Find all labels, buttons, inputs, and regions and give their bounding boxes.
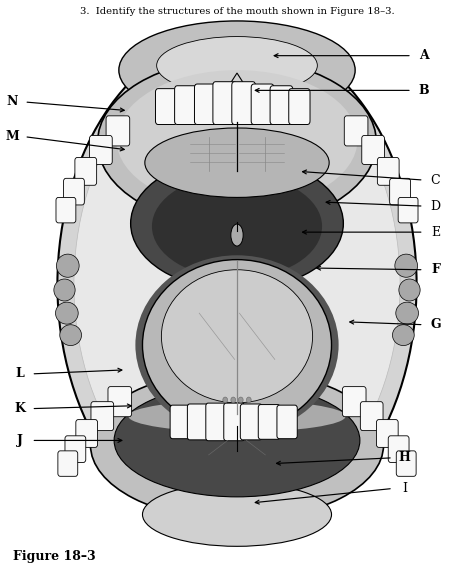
- Text: I: I: [402, 482, 407, 495]
- Text: K: K: [14, 402, 25, 415]
- FancyBboxPatch shape: [342, 387, 366, 416]
- Text: 3.  Identify the structures of the mouth shown in Figure 18–3.: 3. Identify the structures of the mouth …: [80, 6, 394, 16]
- FancyBboxPatch shape: [108, 387, 132, 416]
- Text: C: C: [431, 173, 440, 187]
- Text: D: D: [430, 200, 440, 213]
- Ellipse shape: [223, 397, 228, 403]
- Text: N: N: [7, 96, 18, 108]
- FancyBboxPatch shape: [76, 419, 98, 447]
- Ellipse shape: [136, 255, 338, 434]
- Ellipse shape: [395, 254, 418, 277]
- Ellipse shape: [55, 302, 78, 324]
- FancyBboxPatch shape: [398, 197, 418, 223]
- Ellipse shape: [161, 270, 313, 403]
- FancyBboxPatch shape: [56, 197, 76, 223]
- Ellipse shape: [143, 260, 331, 430]
- FancyBboxPatch shape: [170, 405, 191, 438]
- FancyBboxPatch shape: [187, 404, 209, 440]
- FancyBboxPatch shape: [58, 451, 78, 476]
- Ellipse shape: [57, 32, 417, 536]
- FancyBboxPatch shape: [376, 419, 398, 447]
- FancyBboxPatch shape: [360, 402, 383, 430]
- Ellipse shape: [231, 397, 236, 403]
- Ellipse shape: [128, 400, 346, 432]
- Ellipse shape: [156, 37, 318, 95]
- FancyBboxPatch shape: [344, 116, 368, 146]
- Ellipse shape: [117, 70, 357, 209]
- Text: J: J: [17, 434, 23, 447]
- FancyBboxPatch shape: [206, 403, 228, 441]
- FancyBboxPatch shape: [65, 436, 86, 462]
- FancyBboxPatch shape: [64, 178, 84, 205]
- FancyBboxPatch shape: [388, 436, 409, 462]
- FancyBboxPatch shape: [174, 86, 197, 125]
- Text: F: F: [431, 263, 440, 276]
- Text: H: H: [399, 451, 410, 465]
- FancyBboxPatch shape: [213, 82, 237, 125]
- Text: G: G: [430, 318, 441, 331]
- FancyBboxPatch shape: [75, 158, 97, 185]
- FancyBboxPatch shape: [362, 136, 384, 165]
- FancyBboxPatch shape: [232, 82, 255, 125]
- FancyBboxPatch shape: [377, 158, 399, 185]
- Ellipse shape: [145, 128, 329, 197]
- FancyBboxPatch shape: [224, 403, 245, 441]
- Ellipse shape: [56, 254, 79, 277]
- Ellipse shape: [231, 224, 243, 246]
- Ellipse shape: [396, 302, 419, 324]
- FancyBboxPatch shape: [194, 84, 217, 125]
- FancyBboxPatch shape: [390, 178, 410, 205]
- Ellipse shape: [131, 157, 343, 290]
- Ellipse shape: [143, 483, 331, 546]
- Text: B: B: [419, 84, 429, 97]
- FancyBboxPatch shape: [270, 86, 293, 125]
- FancyBboxPatch shape: [91, 402, 114, 430]
- FancyBboxPatch shape: [289, 89, 310, 125]
- FancyBboxPatch shape: [251, 84, 274, 125]
- Text: Figure 18–3: Figure 18–3: [12, 550, 95, 563]
- FancyBboxPatch shape: [258, 405, 280, 439]
- Text: A: A: [419, 49, 428, 62]
- FancyBboxPatch shape: [106, 116, 130, 146]
- Ellipse shape: [119, 21, 355, 119]
- Ellipse shape: [392, 325, 414, 346]
- Ellipse shape: [399, 279, 420, 301]
- Text: E: E: [431, 226, 440, 238]
- FancyBboxPatch shape: [240, 404, 262, 440]
- Ellipse shape: [98, 59, 376, 226]
- Ellipse shape: [238, 397, 243, 403]
- FancyBboxPatch shape: [277, 405, 297, 438]
- Ellipse shape: [246, 397, 251, 403]
- FancyBboxPatch shape: [396, 451, 416, 476]
- FancyBboxPatch shape: [90, 136, 112, 165]
- Text: L: L: [15, 367, 24, 380]
- Ellipse shape: [114, 384, 360, 497]
- Ellipse shape: [91, 370, 383, 520]
- FancyBboxPatch shape: [155, 89, 177, 125]
- Ellipse shape: [54, 279, 75, 301]
- Ellipse shape: [152, 174, 322, 278]
- Text: M: M: [6, 130, 19, 143]
- Ellipse shape: [60, 325, 82, 346]
- Ellipse shape: [74, 53, 400, 516]
